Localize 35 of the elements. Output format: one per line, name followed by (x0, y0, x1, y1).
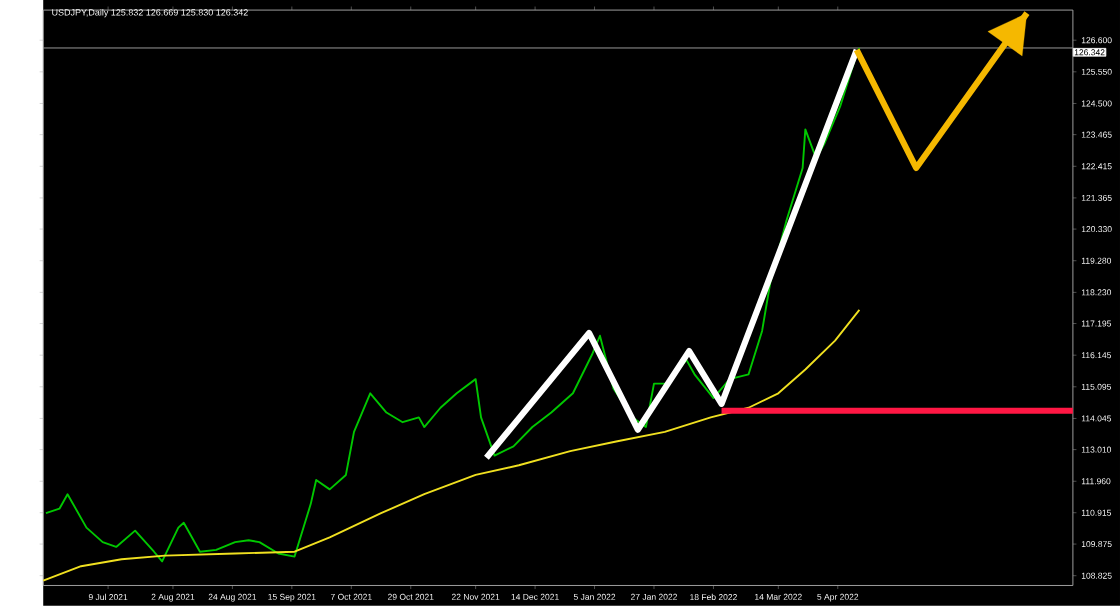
x-tick-label: 14 Dec 2021 (511, 593, 559, 600)
y-tick-label: 115.095 (1081, 383, 1112, 390)
y-tick-label: 126.600 (1081, 36, 1112, 43)
x-tick-label: 2 Aug 2021 (151, 593, 195, 602)
y-tick-label: 121.365 (1081, 194, 1112, 201)
y-tick-label: 109.875 (1081, 540, 1112, 547)
y-tick-label: 120.330 (1081, 225, 1112, 232)
ref-line-label: 126.342 (1074, 49, 1105, 56)
x-tick-label: 18 Feb 2022 (690, 593, 737, 600)
y-tick-label: 111.960 (1081, 477, 1111, 485)
x-tick-label: 5 Apr 2022 (817, 593, 859, 602)
line-series (42, 308, 861, 582)
x-tick-label: 27 Jan 2022 (631, 593, 677, 600)
chart-title: USDJPY,Daily 125.832 126.669 125.830 126.342 (52, 8, 248, 18)
y-tick-label: 125.550 (1081, 68, 1112, 75)
y-tick-label: 118.230 (1081, 289, 1112, 296)
x-tick-label: 9 Jul 2021 (88, 593, 128, 600)
y-tick-label: 116.145 (1081, 351, 1112, 358)
y-tick-label: 122.415 (1081, 163, 1112, 170)
x-tick-label: 29 Oct 2021 (388, 593, 434, 600)
x-tick-label: 14 Mar 2022 (755, 593, 802, 600)
x-tick-label: 22 Nov 2021 (451, 593, 500, 600)
y-tick-label: 108.825 (1081, 572, 1112, 579)
y-tick-label: 124.500 (1081, 100, 1112, 107)
y-tick-label: 119.280 (1081, 257, 1112, 264)
y-tick-label: 110.915 (1081, 509, 1112, 516)
x-tick-label: 24 Aug 2021 (208, 593, 257, 602)
x-tick-label: 5 Jan 2022 (573, 593, 616, 600)
x-tick-label: 15 Sep 2021 (268, 593, 316, 602)
line-series (44, 46, 861, 563)
y-tick-label: 117.195 (1081, 320, 1112, 327)
y-tick-label: 114.045 (1081, 415, 1112, 422)
x-tick-label: 7 Oct 2021 (330, 593, 372, 600)
y-tick-label: 123.465 (1081, 131, 1112, 138)
y-tick-label: 113.010 (1081, 446, 1112, 453)
